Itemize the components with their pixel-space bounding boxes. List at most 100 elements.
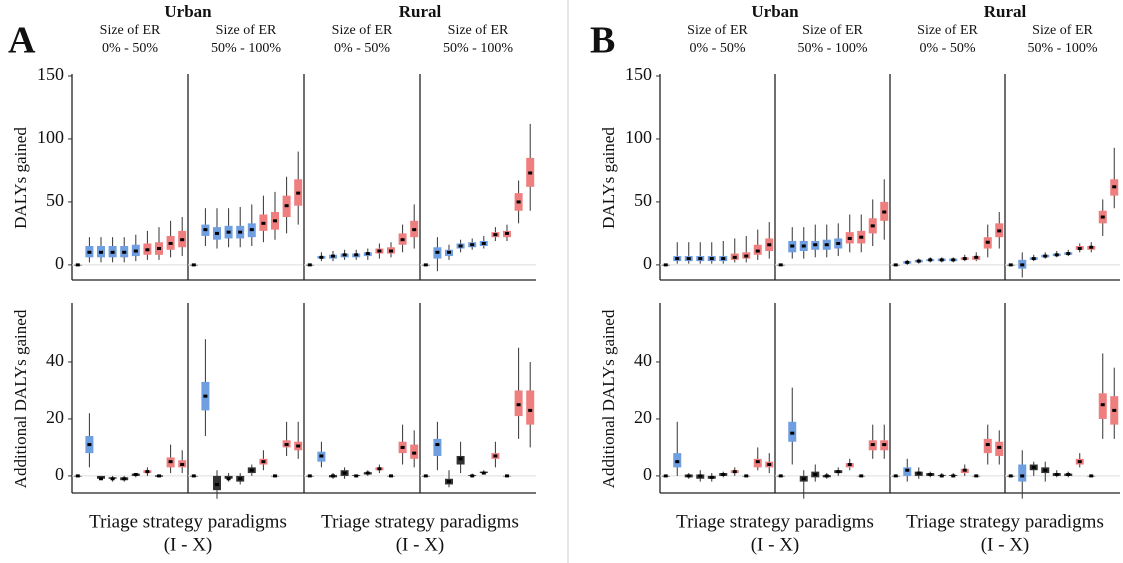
median <box>916 471 921 475</box>
median <box>675 257 680 261</box>
median <box>354 474 359 478</box>
median <box>951 258 956 262</box>
median <box>859 235 864 239</box>
median <box>110 477 115 481</box>
median <box>721 257 726 261</box>
median <box>99 250 103 254</box>
median <box>458 244 463 248</box>
median <box>1077 247 1082 251</box>
median <box>505 231 509 235</box>
median <box>516 200 521 204</box>
median <box>962 468 967 472</box>
facet-label: 50% - 100% <box>211 41 281 56</box>
median <box>1100 215 1105 219</box>
x-axis-label: (I - X) <box>164 534 213 555</box>
median <box>145 248 150 252</box>
median <box>157 247 161 251</box>
facet-label: Size of ER <box>216 23 277 38</box>
median <box>1089 245 1094 249</box>
median <box>755 249 760 253</box>
median <box>985 443 990 447</box>
group-label: Urban <box>751 2 799 21</box>
median <box>1066 472 1071 476</box>
median <box>435 250 440 254</box>
median <box>168 241 173 245</box>
median <box>962 257 967 261</box>
median <box>801 244 806 248</box>
median <box>916 259 921 263</box>
y-tick-label: 40 <box>634 350 652 370</box>
median <box>307 263 312 267</box>
median <box>663 263 668 267</box>
median <box>528 171 533 175</box>
median <box>732 255 737 259</box>
median <box>342 471 347 475</box>
median <box>939 474 944 478</box>
median <box>813 243 818 247</box>
median <box>470 474 475 478</box>
median <box>505 474 509 478</box>
median <box>905 468 910 472</box>
box <box>1018 464 1027 482</box>
facet-label: Size of ER <box>100 23 161 38</box>
y-axis-label: DALYs gained <box>599 127 618 229</box>
y-tick-label: 0 <box>55 464 64 484</box>
median <box>458 457 463 461</box>
median <box>423 263 428 267</box>
median <box>75 263 80 267</box>
x-axis-label: Triage strategy paradigms <box>906 511 1104 532</box>
median <box>870 443 875 447</box>
median <box>801 477 806 481</box>
median <box>307 474 312 478</box>
median <box>698 257 703 261</box>
median <box>75 474 80 478</box>
median <box>836 241 841 245</box>
facet-label: Size of ER <box>917 23 978 38</box>
median <box>813 472 818 476</box>
y-tick-label: 20 <box>46 407 64 427</box>
panel-label: B <box>590 20 615 62</box>
median <box>1020 474 1025 478</box>
y-tick-label: 150 <box>37 64 64 84</box>
median <box>389 249 393 253</box>
median <box>99 477 103 481</box>
median <box>122 250 127 254</box>
y-tick-label: 0 <box>55 253 64 273</box>
median <box>331 474 335 478</box>
facet-label: Size of ER <box>332 23 393 38</box>
median <box>1077 460 1082 464</box>
median <box>249 228 254 232</box>
median <box>168 460 173 464</box>
median <box>377 467 382 471</box>
median <box>412 228 417 232</box>
median <box>191 263 196 267</box>
median <box>87 443 92 447</box>
median <box>1020 263 1025 267</box>
median <box>145 470 150 474</box>
median <box>365 252 370 256</box>
x-axis-label: Triage strategy paradigms <box>89 511 287 532</box>
median <box>319 255 324 259</box>
y-axis-label: DALYs gained <box>11 127 30 229</box>
median <box>203 228 208 232</box>
group-label: Urban <box>164 2 212 21</box>
median <box>1054 253 1059 257</box>
median <box>1008 263 1013 267</box>
median <box>389 474 393 478</box>
median <box>412 451 417 455</box>
median <box>951 474 956 478</box>
median <box>110 250 115 254</box>
y-tick-label: 0 <box>643 464 652 484</box>
median <box>882 210 887 214</box>
median <box>836 470 841 474</box>
median <box>377 249 382 253</box>
median <box>226 477 231 481</box>
y-tick-label: 20 <box>634 407 652 427</box>
median <box>767 463 772 467</box>
y-tick-label: 50 <box>46 190 64 210</box>
y-tick-label: 100 <box>625 127 652 147</box>
panel-label: A <box>8 20 36 62</box>
median <box>87 250 92 254</box>
median <box>893 474 898 478</box>
box <box>433 438 442 456</box>
